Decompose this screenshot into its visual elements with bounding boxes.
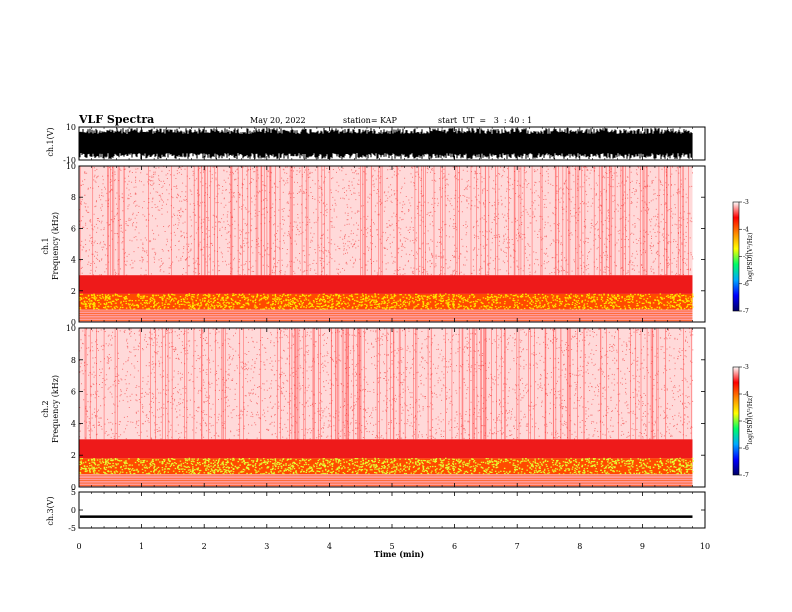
ch2-colorbar: -3 -4 -5 -6 -7 [732, 364, 749, 479]
y-tick-label: -10 [63, 156, 76, 165]
ch1-colorbar: -3 -4 -5 -6 -7 [732, 199, 749, 315]
x-tick-label: 2 [202, 542, 207, 551]
x-axis-label: Time (min) [374, 549, 424, 559]
y-tick-label: 2 [71, 287, 76, 296]
y-tick-label: 0 [71, 506, 76, 515]
ch3-ylabel: ch.3(V) [46, 496, 55, 525]
colorbar-tick-label: -6 [743, 281, 749, 288]
colorbar-tick-label: -5 [743, 254, 749, 261]
x-tick-label: 8 [577, 542, 582, 551]
x-tick-label: 10 [700, 542, 710, 551]
spectrogram-speckle [79, 327, 694, 440]
spectrogram-background [79, 166, 693, 276]
ch1-spectrogram-panel: 0 2 4 6 8 10 [66, 162, 706, 327]
ch2-spectrogram-channel-label: ch.2 [41, 400, 50, 417]
colorbar-tick-label: -6 [743, 445, 749, 452]
y-tick-label: 8 [71, 356, 76, 365]
y-tick-label: 4 [71, 419, 76, 428]
ch1-waveform-panel: 10 -10 [63, 123, 706, 165]
spectrogram-streaks [79, 166, 689, 276]
ch2-colorbar-label: log(PSD)(V²/Hz) [747, 396, 754, 445]
y-tick-label: 2 [71, 451, 76, 460]
figure-title: VLF Spectra [78, 113, 154, 126]
ch2-spectrogram-ylabel: Frequency (kHz) [51, 375, 60, 443]
x-tick-label: 5 [389, 542, 394, 551]
ch3-waveform-panel: 50-50 1 2 3 4 5 6 7 8 9 10 [68, 488, 710, 551]
spectrogram-hot-speckle [79, 457, 694, 475]
y-tick-label: 4 [71, 256, 76, 265]
y-tick-label: 10 [66, 324, 76, 333]
y-tick-label: 6 [71, 224, 76, 233]
y-tick-label: 10 [66, 162, 76, 171]
ch1-ylabel: ch.1(V) [46, 127, 55, 156]
panel-frame [78, 491, 706, 529]
colorbar-tick-label: -3 [743, 199, 749, 206]
spectrogram-hot-speckle [79, 293, 694, 311]
colorbar-gradient [732, 201, 740, 312]
colorbar-tick-label: -4 [743, 391, 749, 398]
ch1-spectrogram-ylabel: Frequency (kHz) [51, 212, 60, 280]
x-tick-label: 4 [327, 542, 332, 551]
x-tick-label: 6 [452, 542, 457, 551]
colorbar-tick-label: -4 [743, 226, 749, 233]
y-tick-label: -5 [68, 524, 76, 533]
x-tick-label: 0 [76, 542, 81, 551]
spectrogram-band-mid [79, 275, 693, 294]
y-tick-label: 6 [71, 388, 76, 397]
ch3-trace [80, 515, 693, 518]
colorbar-tick-label: -3 [743, 364, 749, 371]
spectrogram-band-mid [79, 439, 693, 459]
x-tick-label: 7 [515, 542, 520, 551]
y-tick-label: 8 [71, 193, 76, 202]
header-start-time: start UT = 3 : 40 : 1 [438, 116, 532, 125]
ch1-trace [79, 128, 693, 159]
spectrogram-streaks [84, 328, 692, 440]
colorbar-tick-label: -7 [743, 472, 749, 479]
header-station: station= KAP [343, 116, 398, 125]
colorbar-gradient [732, 366, 740, 476]
colorbar-tick-label: -5 [743, 418, 749, 425]
header-date: May 20, 2022 [250, 116, 306, 125]
x-tick-label: 1 [139, 542, 144, 551]
y-tick-label: 0 [71, 318, 76, 327]
ch1-spectrogram-channel-label: ch.1 [41, 237, 50, 254]
y-tick-label: 0 [71, 483, 76, 492]
y-tick-label: 5 [71, 488, 76, 497]
colorbar-tick-label: -7 [743, 308, 749, 315]
ch2-spectrogram-panel: 0 2 4 6 8 10 [66, 324, 706, 492]
spectrogram-speckle [79, 165, 694, 276]
x-tick-label: 9 [640, 542, 645, 551]
y-tick-label: 10 [66, 123, 76, 132]
ch1-colorbar-label: log(PSD)(V²/Hz) [747, 233, 754, 282]
x-tick-label: 3 [264, 542, 269, 551]
